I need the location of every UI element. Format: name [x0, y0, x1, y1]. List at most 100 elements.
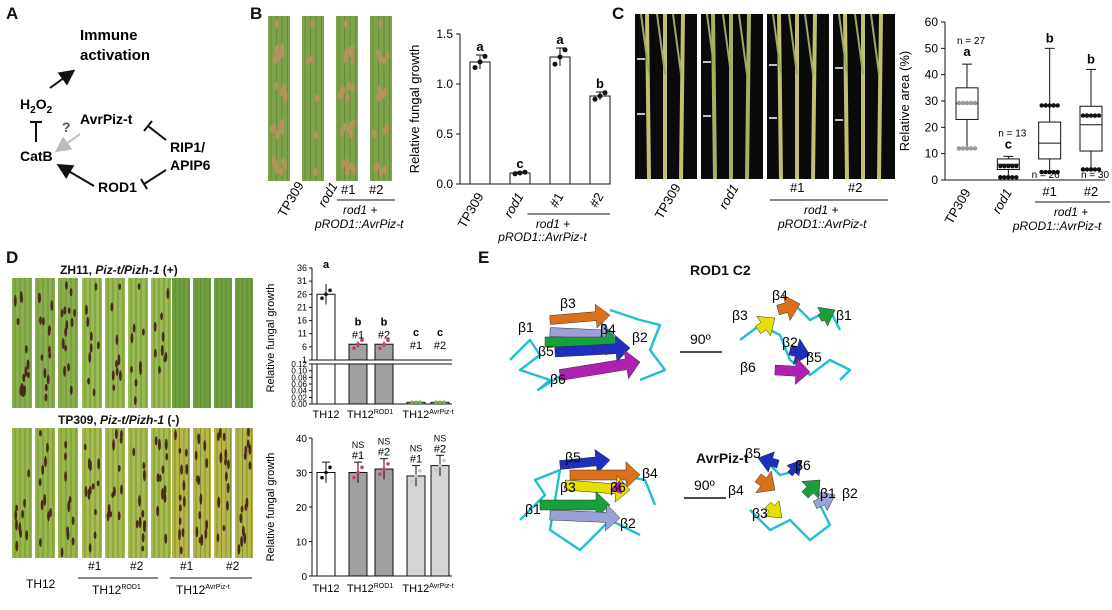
x-tick-label: TP309 — [454, 190, 486, 231]
bar-lower — [316, 363, 336, 405]
lesion — [46, 442, 49, 453]
data-point — [386, 338, 390, 343]
lesion — [350, 57, 355, 65]
significance-letter: b — [355, 316, 362, 328]
lesion — [344, 49, 349, 57]
lesion — [26, 359, 30, 371]
significance-letter: c — [1005, 136, 1012, 151]
group-label: pROD1::AvrPiz-t — [497, 230, 587, 244]
lesion — [119, 370, 122, 382]
lesion — [61, 337, 65, 350]
n-label: n = 13 — [998, 128, 1027, 139]
data-point — [477, 59, 483, 65]
lesion — [141, 532, 145, 543]
lesion — [180, 464, 183, 475]
lesion — [60, 547, 64, 558]
lesion — [217, 432, 220, 440]
leaf-blade — [172, 428, 190, 558]
panel-b-chart: 0.0 0.5 1.0 1.5 Relative fungal growth a TP309… — [407, 27, 611, 244]
beta-strand — [788, 338, 811, 366]
beta-strand — [757, 451, 780, 473]
lesion — [73, 308, 76, 317]
data-point — [442, 400, 446, 405]
data-point — [438, 463, 442, 468]
beta-strand — [539, 491, 611, 519]
lesion — [181, 527, 185, 538]
group-label-b-2: pROD1::AvrPiz-t — [314, 217, 404, 231]
plant-stem — [811, 14, 817, 179]
bar — [430, 465, 450, 577]
lesion — [120, 484, 123, 495]
lesion — [280, 119, 285, 127]
lesion — [47, 511, 50, 522]
lesion — [96, 341, 100, 350]
lesion — [280, 49, 285, 57]
panel-d-photo-labels: TH12 #1 #2 #1 #2 TH12ROD1 TH12AvrPiz-t — [26, 560, 252, 597]
lesion — [383, 88, 388, 96]
lesion — [25, 530, 29, 541]
lesion — [89, 343, 93, 353]
lesion — [23, 498, 26, 508]
lesion — [244, 445, 248, 455]
strand-label: β3 — [560, 295, 576, 311]
lesion — [66, 526, 70, 534]
x-tick-label: #1 — [546, 190, 566, 210]
lesion — [117, 464, 121, 472]
lesion — [21, 386, 25, 398]
replicate-label: #2 — [434, 443, 446, 455]
data-point — [356, 470, 360, 475]
panel-d-label: D — [6, 248, 19, 267]
lesion — [345, 94, 350, 102]
data-point — [1055, 169, 1060, 175]
lesion — [342, 123, 347, 131]
data-point — [1039, 169, 1044, 175]
strand-label: β3 — [752, 505, 768, 521]
lesion — [71, 516, 75, 526]
data-point — [352, 475, 356, 480]
photo-label-rep1: #1 — [341, 182, 355, 197]
d-group-avr: TH12AvrPiz-t — [176, 583, 230, 597]
data-point — [324, 292, 328, 297]
data-point — [517, 170, 523, 176]
lesion — [65, 320, 69, 330]
box — [1079, 105, 1103, 152]
data-point — [418, 468, 422, 473]
strand-label: β6 — [550, 371, 566, 387]
lesion — [43, 494, 47, 506]
node-rip1: RIP1/ — [170, 139, 205, 155]
data-point — [414, 400, 418, 405]
lesion — [14, 509, 18, 521]
lesion — [343, 20, 348, 28]
lesion — [240, 536, 243, 548]
n-label: n = 26 — [1032, 170, 1061, 181]
arrow-avrpiz-catb — [54, 133, 81, 153]
data-point — [328, 465, 332, 470]
data-point — [1084, 113, 1090, 118]
lesion — [154, 348, 157, 358]
lesion — [133, 396, 137, 405]
lesion — [243, 532, 247, 544]
lesion — [117, 511, 121, 521]
lesion — [67, 500, 71, 513]
strand-label: β2 — [620, 515, 636, 531]
data-point — [1080, 167, 1086, 172]
lesion — [313, 168, 318, 176]
significance-letter: NS — [378, 437, 391, 447]
strand-label: β2 — [782, 334, 798, 350]
data-point — [972, 146, 978, 151]
lesion — [226, 482, 230, 494]
data-point — [1084, 167, 1090, 172]
y-tick-label: 0 — [931, 173, 938, 187]
lesion — [94, 508, 97, 516]
data-point — [1006, 175, 1011, 180]
y-axis-label: Relative fungal growth — [407, 45, 422, 174]
lesion — [156, 473, 160, 483]
x-tick-label: #2 — [1084, 184, 1098, 199]
box — [1038, 121, 1062, 160]
data-point — [602, 90, 608, 96]
lesion — [154, 436, 158, 446]
lesion — [182, 479, 186, 491]
lesion — [382, 57, 387, 65]
lesion — [44, 393, 48, 402]
y-tick-label: 20 — [296, 503, 308, 514]
